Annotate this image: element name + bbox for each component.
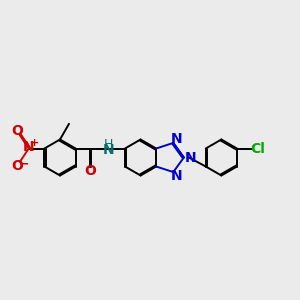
Text: N: N	[170, 169, 182, 183]
Text: O: O	[84, 164, 96, 178]
Text: N: N	[170, 132, 182, 146]
Text: O: O	[11, 159, 23, 173]
Text: −: −	[19, 158, 29, 170]
Text: +: +	[30, 138, 39, 148]
Text: H: H	[103, 137, 113, 151]
Text: O: O	[11, 124, 23, 138]
Text: N: N	[184, 151, 196, 164]
Text: Cl: Cl	[251, 142, 266, 155]
Text: N: N	[23, 140, 34, 154]
Text: N: N	[102, 143, 114, 157]
